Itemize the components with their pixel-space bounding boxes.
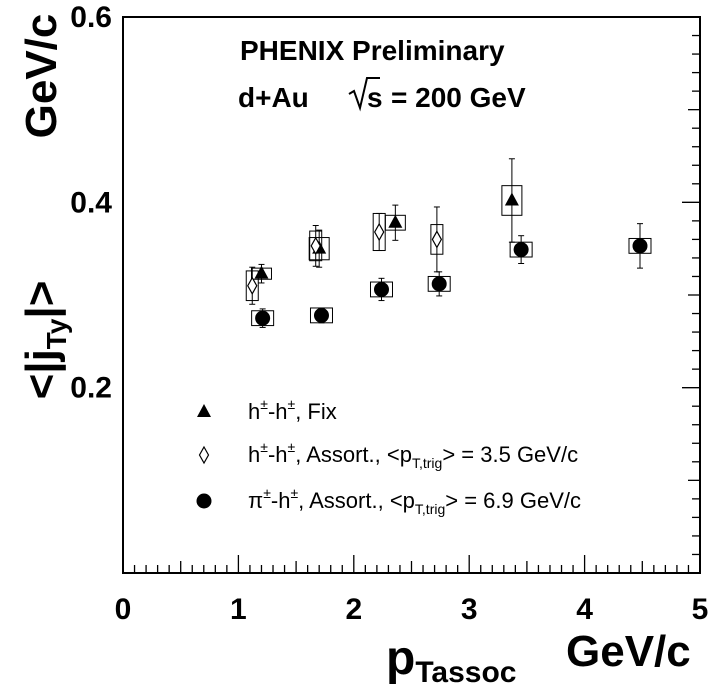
y-axis-unit: GeV/c <box>17 14 66 139</box>
x-tick-label: 5 <box>692 593 709 626</box>
data-point <box>247 276 258 295</box>
legend-entry: h±-h±, Assort., <pT,trig> = 3.5 GeV/c <box>248 439 578 471</box>
x-axis-title-main: p <box>386 632 415 685</box>
x-tick-label: 4 <box>576 593 593 626</box>
data-point <box>513 242 529 258</box>
y-axis-title: <|jTy|> <box>17 281 72 400</box>
x-axis-unit: GeV/c <box>566 627 691 676</box>
data-point <box>255 310 271 326</box>
data-markers <box>247 192 648 326</box>
legend-marker <box>198 445 210 465</box>
legend: h±-h±, Fix h±-h±, Assort., <pT,trig> = 3.… <box>196 396 581 517</box>
sys-error-box <box>501 185 523 216</box>
data-point <box>632 238 648 254</box>
data-point <box>431 230 443 249</box>
legend-entry: h±-h±, Fix <box>248 396 337 424</box>
data-point <box>504 192 519 206</box>
data-point <box>388 214 403 228</box>
axis-ticks <box>122 16 701 574</box>
sys-error-box <box>430 224 444 255</box>
data-point <box>310 236 321 256</box>
legend-marker <box>197 404 211 417</box>
sys-error-box <box>245 270 259 302</box>
x-axis-title-sub: Tassoc <box>415 656 516 689</box>
legend-entry: π±-h±, Assort., <pT,trig> = 6.9 GeV/c <box>248 485 581 517</box>
data-point <box>373 281 389 297</box>
y-axis-title-end: |> <box>17 281 67 319</box>
data-point <box>373 222 385 242</box>
legend-marker <box>196 493 212 509</box>
annotation-block: PHENIX Preliminary d+Au s = 200 GeV <box>238 35 526 113</box>
y-axis-title-sub: Ty <box>41 318 72 349</box>
y-tick-label: 0.4 <box>70 186 112 219</box>
x-tick-label: 2 <box>345 593 362 626</box>
y-axis-title-main: <|j <box>17 349 67 399</box>
sys-error-box <box>372 212 386 252</box>
x-tick-label: 1 <box>230 593 247 626</box>
annotation-energy-symbol: s <box>367 82 383 113</box>
axis-titles: pTassoc GeV/c <|jTy|> GeV/c <box>17 14 691 689</box>
axis-tick-labels: 0 1 2 3 4 5 0.2 0.4 0.6 <box>70 1 708 626</box>
annotation-system: d+Au <box>238 82 309 113</box>
x-tick-label: 0 <box>115 593 132 626</box>
data-point <box>254 265 269 279</box>
y-tick-label: 0.6 <box>70 1 112 34</box>
annotation-title: PHENIX Preliminary <box>240 35 505 66</box>
y-tick-label: 0.2 <box>70 372 112 405</box>
sqrt-sign <box>348 77 380 112</box>
x-axis-title: pTassoc <box>386 632 517 689</box>
data-point <box>313 307 329 323</box>
x-tick-label: 3 <box>461 593 478 626</box>
sys-error-box <box>308 237 330 261</box>
annotation-energy: = 200 GeV <box>391 82 526 113</box>
data-point <box>431 276 447 292</box>
